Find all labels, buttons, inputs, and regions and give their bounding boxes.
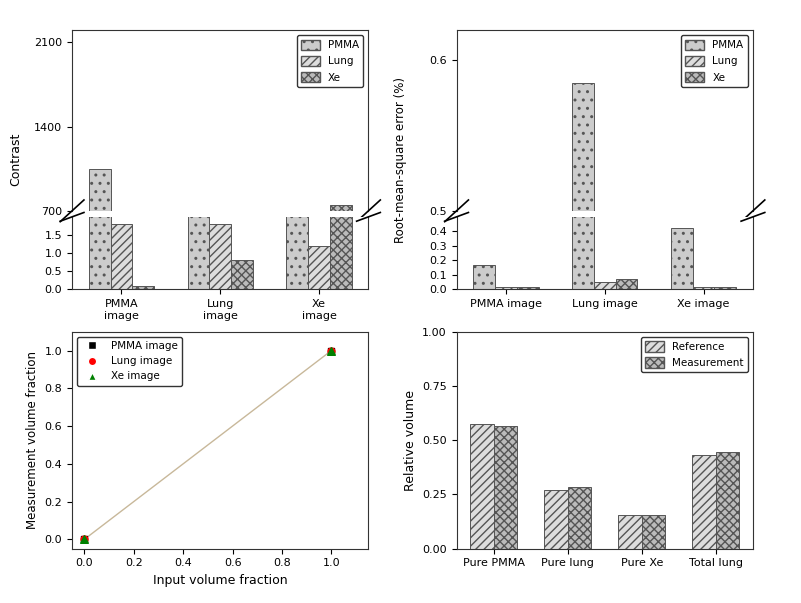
Bar (111, 224, 132, 289)
X-axis label: Input volume fraction: Input volume fraction (153, 574, 288, 587)
Bar (473, 265, 495, 289)
Bar (308, 246, 330, 289)
Text: Root-mean-square error (%): Root-mean-square error (%) (394, 77, 407, 243)
Bar (493, 426, 517, 549)
Bar (716, 452, 739, 549)
Bar (470, 424, 493, 549)
Text: Contrast: Contrast (10, 133, 22, 186)
Bar (618, 515, 642, 549)
Y-axis label: Relative volume: Relative volume (404, 390, 417, 491)
Bar (568, 487, 591, 549)
Bar (330, 0, 352, 289)
Bar (209, 224, 231, 289)
Bar (517, 287, 538, 289)
Legend: PMMA, Lung, Xe: PMMA, Lung, Xe (296, 36, 363, 87)
Bar (287, 0, 308, 289)
Bar (187, 0, 209, 289)
Bar (231, 260, 253, 289)
Bar (287, 221, 308, 295)
Legend: Reference, Measurement: Reference, Measurement (641, 337, 747, 372)
Bar (89, 169, 111, 295)
Y-axis label: Measurement volume fraction: Measurement volume fraction (26, 351, 39, 529)
Point (325, 346, 338, 355)
Bar (187, 241, 209, 295)
Bar (671, 331, 693, 603)
Bar (714, 287, 736, 289)
Bar (594, 282, 616, 289)
Bar (89, 0, 111, 289)
Bar (544, 490, 568, 549)
Point (325, 346, 338, 355)
Bar (616, 279, 638, 289)
Point (78, 534, 91, 544)
Point (325, 346, 338, 355)
Bar (132, 286, 154, 289)
Bar (671, 229, 693, 289)
Bar (572, 204, 594, 289)
Point (78, 534, 91, 544)
Bar (495, 287, 517, 289)
Legend: PMMA image, Lung image, Xe image: PMMA image, Lung image, Xe image (78, 337, 182, 385)
Bar (572, 83, 594, 603)
Bar (693, 287, 714, 289)
Legend: PMMA, Lung, Xe: PMMA, Lung, Xe (681, 36, 747, 87)
Bar (692, 455, 716, 549)
Point (78, 534, 91, 544)
Bar (642, 515, 666, 549)
Bar (330, 205, 352, 295)
